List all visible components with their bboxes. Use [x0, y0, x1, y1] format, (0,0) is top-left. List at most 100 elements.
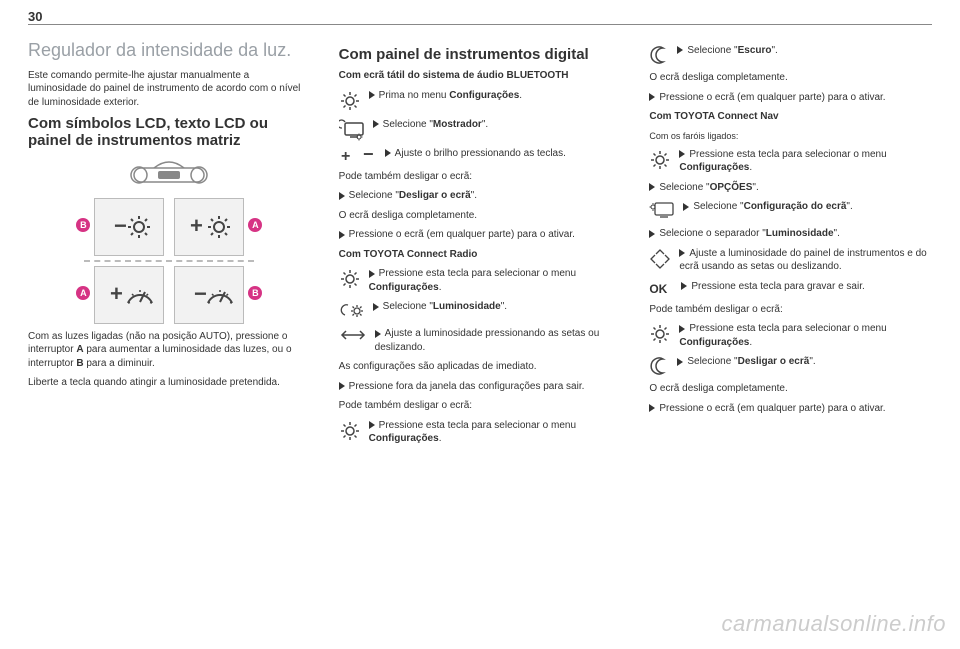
text: ".: [834, 228, 840, 239]
text: OPÇÕES: [710, 182, 753, 193]
row-config-ecra: Selecione "Configuração do ecrã".: [649, 200, 932, 221]
content-columns: Regulador da intensidade da luz. Este co…: [28, 40, 932, 452]
row-radio-config2: Pressione esta tecla para selecionar o m…: [339, 419, 622, 446]
row-desligar-ecra3: Selecione "Desligar o ecrã".: [649, 355, 932, 376]
subheading-digital: Com painel de instrumentos digital: [339, 46, 622, 63]
col1-para1: Com as luzes ligadas (não na posição AUT…: [28, 330, 311, 371]
text: Pressione esta tecla para gravar e sair.: [681, 280, 864, 294]
minus-sun-icon: −: [103, 207, 155, 247]
text: Escuro: [738, 45, 772, 56]
watermark: carmanualsonline.info: [721, 609, 946, 639]
text: .: [749, 162, 752, 173]
text: Prima no menu: [379, 90, 450, 101]
sml-farois: Com os faróis ligados:: [649, 130, 932, 142]
text: Pressione o ecrã (em qualquer parte) par…: [659, 403, 885, 414]
diagram-divider: [84, 260, 254, 262]
text: Configurações: [449, 90, 519, 101]
text: .: [439, 433, 442, 444]
text: ".: [772, 45, 778, 56]
text: ".: [471, 190, 477, 201]
triangle-icon: [677, 46, 683, 54]
section-title: Regulador da intensidade da luz.: [28, 40, 311, 61]
text: Configurações: [369, 433, 439, 444]
triangle-icon: [649, 404, 655, 412]
p-desligar2: Pode também desligar o ecrã:: [339, 399, 622, 413]
text: Pressione esta tecla para selecionar o m…: [689, 323, 886, 334]
text: Configuração do ecrã: [744, 201, 847, 212]
gear-icon: [339, 268, 361, 290]
text: Selecione ": [383, 301, 433, 312]
row-radio-config: Pressione esta tecla para selecionar o m…: [339, 267, 622, 294]
label-a-bottom: A: [76, 286, 90, 300]
triangle-icon: [679, 325, 685, 333]
header-rule: [28, 24, 932, 25]
gear-icon: [339, 90, 361, 112]
row-escuro: Selecione "Escuro".: [649, 44, 932, 65]
triangle-icon: [339, 231, 345, 239]
text: Pressione esta tecla para selecionar o m…: [369, 267, 622, 294]
text: .: [519, 90, 522, 101]
column-3: Selecione "Escuro". O ecrã desliga compl…: [649, 40, 932, 452]
sub-connect-nav: Com TOYOTA Connect Nav: [649, 110, 932, 124]
svg-text:+: +: [341, 148, 350, 164]
p-off4: O ecrã desliga completamente.: [649, 382, 932, 396]
text: Pressione esta tecla para gravar e sair.: [691, 281, 864, 292]
triangle-icon: [373, 303, 379, 311]
text: Pressione esta tecla para selecionar o m…: [379, 420, 576, 431]
row-nav-config2: Pressione esta tecla para selecionar o m…: [649, 322, 932, 349]
button-plus-gauge: +: [94, 266, 164, 324]
triangle-icon: [369, 421, 375, 429]
text: ".: [846, 201, 852, 212]
text: Prima no menu Configurações.: [369, 89, 522, 103]
row-ok: OK Pressione esta tecla para gravar e sa…: [649, 280, 932, 297]
diagram-row-1: B − +: [94, 198, 244, 256]
button-plus-brightness: +: [174, 198, 244, 256]
text: .: [439, 282, 442, 293]
column-1: Regulador da intensidade da luz. Este co…: [28, 40, 311, 452]
text: Pressione esta tecla para selecionar o m…: [379, 268, 576, 279]
triangle-icon: [649, 93, 655, 101]
row-sep-lum: Selecione o separador "Luminosidade".: [649, 227, 932, 241]
triangle-icon: [375, 330, 381, 338]
row-pressione: Pressione o ecrã (em qualquer parte) par…: [339, 228, 622, 242]
text: Selecione ": [349, 190, 399, 201]
text: para a diminuir.: [84, 358, 155, 369]
svg-text:−: −: [114, 213, 127, 238]
text: Selecione "Configuração do ecrã".: [683, 200, 852, 214]
row-fora: Pressione fora da janela das configuraçõ…: [339, 380, 622, 394]
sub-connect-radio: Com TOYOTA Connect Radio: [339, 248, 622, 262]
text: Selecione o separador ": [659, 228, 765, 239]
minus-gauge-icon: −: [183, 275, 235, 315]
col1-para2: Liberte a tecla quando atingir a luminos…: [28, 376, 311, 390]
triangle-icon: [369, 270, 375, 278]
triangle-icon: [679, 249, 685, 257]
row-menu-config: Prima no menu Configurações.: [339, 89, 622, 112]
plus-minus-icon: + −: [339, 148, 377, 164]
row-opcoes: Selecione "OPÇÕES".: [649, 181, 932, 195]
text: Selecione ": [687, 356, 737, 367]
row-plusminus: + − Ajuste o brilho pressionando as tecl…: [339, 147, 622, 164]
triangle-icon: [649, 183, 655, 191]
gear-icon: [649, 149, 671, 171]
row-nav-config: Pressione esta tecla para selecionar o m…: [649, 148, 932, 175]
text: Selecione ": [687, 45, 737, 56]
gear-icon: [649, 323, 671, 345]
row-pressione3: Pressione o ecrã (em qualquer parte) par…: [649, 91, 932, 105]
label-a-top: A: [248, 218, 262, 232]
arrows-lr-icon: [339, 328, 367, 342]
text: Pressione o ecrã (em qualquer parte) par…: [659, 92, 885, 103]
triangle-icon: [339, 382, 345, 390]
text: Desligar o ecrã: [399, 190, 471, 201]
label-a-inline: A: [76, 344, 83, 355]
arrows-diamond-icon: [649, 248, 671, 270]
text: Ajuste a luminosidade do painel de instr…: [679, 248, 926, 273]
label-b-top: B: [76, 218, 90, 232]
p-desligar3: Pode também desligar o ecrã:: [649, 303, 932, 317]
instrument-diagram: B − +: [28, 158, 311, 324]
text: Luminosidade: [766, 228, 834, 239]
text: Selecione ": [693, 201, 743, 212]
row-diamond: Ajuste a luminosidade do painel de instr…: [649, 247, 932, 274]
p-imediato: As configurações são aplicadas de imedia…: [339, 360, 622, 374]
plus-sun-icon: +: [183, 207, 235, 247]
diagram-row-2: A +: [94, 266, 244, 324]
